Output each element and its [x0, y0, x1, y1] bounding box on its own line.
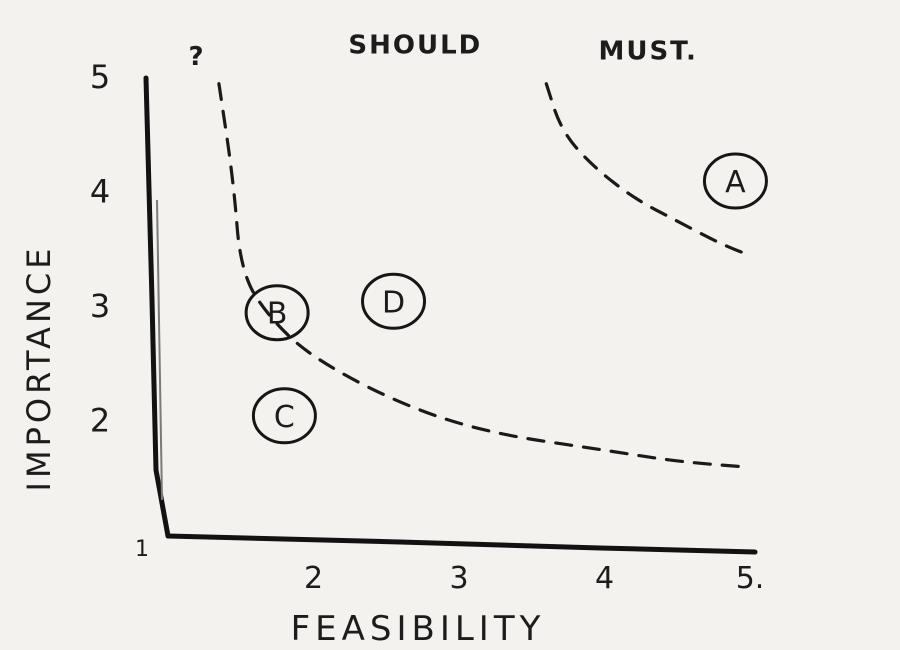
y-tick-label: 5 [90, 58, 110, 96]
point-circle [244, 284, 310, 342]
boundary-curves [217, 82, 752, 469]
y-axis-shadow-stroke [156, 199, 163, 501]
x-tick-label: 4 [595, 561, 614, 596]
x-tick-label: 3 [449, 561, 468, 596]
x-tick-label: 5. [736, 561, 765, 596]
data-points: B D C A [244, 152, 768, 445]
x-axis [165, 533, 758, 555]
x-axis-ticks: 2 3 4 5. [304, 561, 764, 596]
point-circle [251, 387, 317, 445]
point-label: B [267, 297, 288, 332]
boundary-curve [217, 82, 752, 469]
x-axis-title: FEASIBILITY [291, 609, 546, 649]
boundary-curve [544, 82, 752, 258]
data-point: D [361, 272, 427, 330]
y-tick-label: 4 [90, 173, 110, 211]
point-circle [702, 152, 768, 210]
y-axis-ticks: 2 3 4 5 [90, 58, 110, 440]
zone-label: SHOULD [348, 31, 482, 61]
point-label: A [725, 165, 746, 200]
data-point: C [251, 387, 317, 445]
point-label: D [382, 285, 405, 320]
zone-label: MUST. [598, 36, 697, 66]
y-axis [143, 75, 171, 539]
zone-label: ? [189, 42, 206, 72]
point-label: C [274, 400, 295, 435]
zone-labels: ? SHOULD MUST. [189, 31, 697, 72]
y-tick-label: 3 [90, 287, 110, 325]
x-tick-label: 2 [304, 561, 323, 596]
data-point: A [702, 152, 768, 210]
y-axis-title: IMPORTANCE [20, 245, 58, 492]
point-circle [361, 272, 427, 330]
y-tick-label: 2 [90, 402, 110, 440]
origin-label: 1 [135, 537, 149, 562]
data-point: B [244, 284, 310, 342]
